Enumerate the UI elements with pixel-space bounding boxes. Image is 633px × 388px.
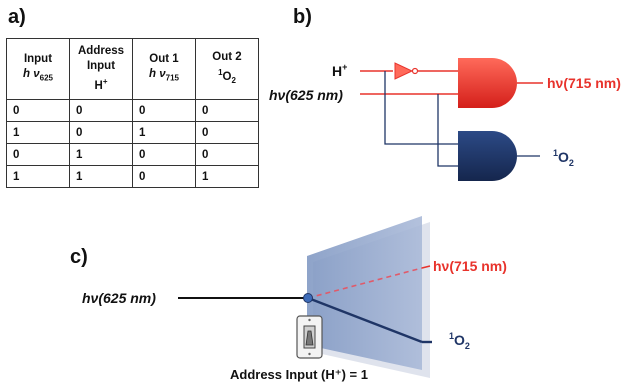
header-out1-symbol: h ν — [149, 68, 166, 81]
logic-circuit: H+ hν(625 nm) hν(715 nm) 1O2 — [269, 58, 621, 181]
header-out2-sup: 1 — [218, 67, 223, 77]
light-input-label: hν(625 nm) — [269, 87, 343, 103]
header-out2-line1: Out 2 — [212, 50, 242, 63]
table-row: 0 1 0 0 — [6, 143, 259, 166]
light-branch-wire — [437, 94, 458, 167]
not-gate — [394, 62, 414, 80]
table-cell: 0 — [195, 99, 259, 122]
panel-label-c: c) — [70, 246, 88, 268]
not-gate-bubble — [411, 67, 419, 75]
panel-label-a: a) — [8, 6, 26, 28]
table-cell: 1 — [69, 165, 133, 188]
switch-red-exit — [421, 265, 431, 269]
switch-navy-path — [307, 296, 423, 344]
switch-output2-label: 1O2 — [449, 331, 470, 351]
header-out1-line1: Out 1 — [149, 53, 179, 66]
output1-label: hν(715 nm) — [547, 75, 621, 91]
table-row: 0 0 0 0 — [6, 99, 259, 122]
header-out1-sub: 715 — [165, 73, 179, 83]
navy-and-gate — [458, 131, 517, 181]
light-switch-screw-top — [308, 318, 311, 322]
table-row: 1 1 0 1 — [6, 165, 259, 188]
mirror-panel — [307, 216, 422, 370]
switch-node — [303, 293, 313, 303]
header-input-sub: 625 — [39, 73, 53, 83]
header-out2-symbol: O — [222, 70, 232, 83]
light-switch-toggle — [305, 330, 314, 346]
header-input: Input h ν625 — [6, 38, 70, 100]
light-switch-screw-bottom — [308, 352, 311, 356]
header-address-line1: Address — [77, 45, 125, 58]
header-address-symbol: H — [94, 79, 103, 92]
header-input-line1: Input — [23, 53, 53, 66]
truth-table: Input h ν625 Address Input H+ Out 1 h ν7… — [6, 38, 259, 188]
header-address-sup: + — [102, 77, 108, 87]
table-cell: 1 — [195, 165, 259, 188]
h-plus-label: H+ — [332, 62, 347, 79]
address-input-label: Address Input (H⁺) = 1 — [230, 367, 368, 382]
switch-diagram: hν(625 nm) hν(715 nm) 1O2 Address Input … — [82, 216, 507, 382]
header-address-line2: Input — [86, 60, 116, 73]
switch-red-path — [307, 267, 423, 299]
h-plus-branch-wire — [384, 71, 458, 145]
header-out2-sub: 2 — [231, 76, 236, 86]
output2-label: 1O2 — [553, 148, 574, 168]
header-input-symbol: h ν — [23, 68, 40, 81]
switch-input-label: hν(625 nm) — [82, 290, 156, 306]
red-and-gate — [458, 58, 517, 108]
switch-output1-label: hν(715 nm) — [433, 258, 507, 274]
panel-label-b: b) — [293, 6, 312, 28]
